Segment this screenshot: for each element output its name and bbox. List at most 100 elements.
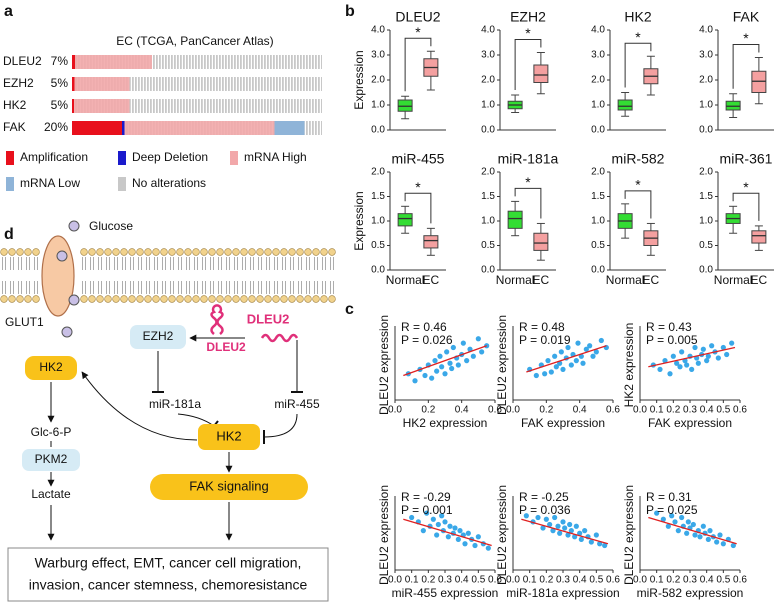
x-tick-label: 0.4: [700, 575, 714, 586]
point: [452, 525, 458, 531]
point: [555, 523, 561, 529]
point: [660, 516, 666, 522]
point: [455, 362, 461, 368]
point: [667, 371, 673, 377]
x-tick-label: Normal: [606, 273, 645, 287]
x-tick-label: 0.2: [421, 405, 435, 416]
significance: *: [743, 179, 749, 195]
rna-label: DLEU2: [206, 340, 246, 354]
point: [597, 541, 603, 547]
x-tick-label: EC: [533, 273, 550, 287]
point: [689, 366, 695, 372]
gene-percent: 7%: [51, 54, 69, 68]
point: [692, 532, 698, 538]
point: [692, 344, 698, 351]
point: [457, 528, 463, 534]
fit-line: [526, 345, 607, 373]
alteration: [72, 77, 75, 91]
lipid-head: [128, 295, 136, 303]
point: [442, 519, 448, 525]
legend-swatch: [118, 177, 126, 191]
lipid-head: [168, 295, 176, 303]
x-tick-label: 0.1: [523, 575, 537, 586]
box: [423, 235, 439, 249]
arrow: [81, 371, 198, 441]
y-tick-label: 1.5: [591, 191, 605, 202]
lipid-head: [312, 248, 320, 256]
y-axis-label: DLEU2 expression: [495, 485, 509, 585]
x-tick-label: 0.2: [539, 575, 553, 586]
point: [464, 358, 470, 364]
rna: [260, 333, 299, 343]
fak-box: [150, 474, 308, 500]
lipid-head: [296, 248, 304, 256]
lipid-head: [200, 295, 208, 303]
point: [412, 378, 418, 384]
point: [450, 344, 456, 351]
lipid-head: [88, 295, 96, 303]
lipid-head: [80, 248, 88, 256]
node: Lactate: [31, 487, 71, 501]
node: PKM2: [35, 452, 68, 466]
lipid-head: [240, 295, 248, 303]
y-tick-label: 1.5: [481, 191, 495, 202]
point: [409, 514, 415, 521]
significance-bracket: [624, 190, 652, 219]
y-tick-label: 1.0: [591, 216, 605, 227]
alteration: [74, 77, 130, 91]
track: [72, 99, 322, 113]
significance-bracket: [404, 192, 432, 224]
y-tick-label: 0.0: [371, 265, 385, 276]
y-tick-label: 0.5: [699, 240, 713, 251]
lipid-head: [248, 295, 256, 303]
y-tick-label: 0.0: [699, 265, 713, 276]
fit-line: [403, 518, 492, 547]
y-tick-label: 2.0: [591, 167, 605, 178]
y-axis-label: DLEU2 expression: [495, 315, 509, 415]
point: [552, 514, 558, 521]
node: miR-181a: [149, 397, 201, 411]
box: [617, 99, 633, 111]
node: Glc-6-P: [31, 425, 72, 439]
legend-label: No alterations: [132, 176, 206, 190]
box-title: miR-361: [720, 151, 773, 167]
node: miR-455: [274, 397, 320, 411]
lipid-head: [8, 295, 16, 303]
gene-percent: 5%: [51, 98, 69, 112]
stat-label: P = 0.005: [646, 333, 698, 347]
y-axis-label: Expression: [352, 50, 366, 109]
lipid-head: [96, 248, 104, 256]
x-axis-label: miR-455 expression: [392, 586, 499, 600]
point: [670, 353, 676, 359]
point: [542, 371, 548, 377]
point: [568, 362, 574, 368]
point: [598, 337, 604, 344]
lipid-head: [264, 295, 272, 303]
y-tick-label: 0.0: [371, 125, 385, 136]
lipid-head: [280, 248, 288, 256]
point: [587, 343, 593, 349]
x-tick-label: EC: [751, 273, 768, 287]
lipid-head: [176, 248, 184, 256]
point: [675, 528, 681, 534]
lipid-head: [160, 295, 168, 303]
point: [432, 358, 438, 364]
lipid-head: [256, 248, 264, 256]
point: [583, 346, 589, 352]
y-tick-label: 3.0: [481, 50, 495, 61]
point: [560, 366, 566, 372]
lipid-head: [288, 295, 296, 303]
alteration: [75, 55, 152, 69]
lipid-head: [136, 295, 144, 303]
lipid-head: [16, 295, 24, 303]
legend-swatch: [230, 151, 238, 165]
stat-label: P = 0.026: [401, 333, 453, 347]
point: [730, 542, 736, 549]
box-title: miR-582: [612, 151, 665, 167]
significance: *: [415, 179, 421, 195]
lipid-head: [120, 248, 128, 256]
point: [565, 344, 571, 351]
x-tick-label: 0.1: [650, 405, 664, 416]
lipid-head: [232, 248, 240, 256]
lipid-head: [8, 248, 16, 256]
